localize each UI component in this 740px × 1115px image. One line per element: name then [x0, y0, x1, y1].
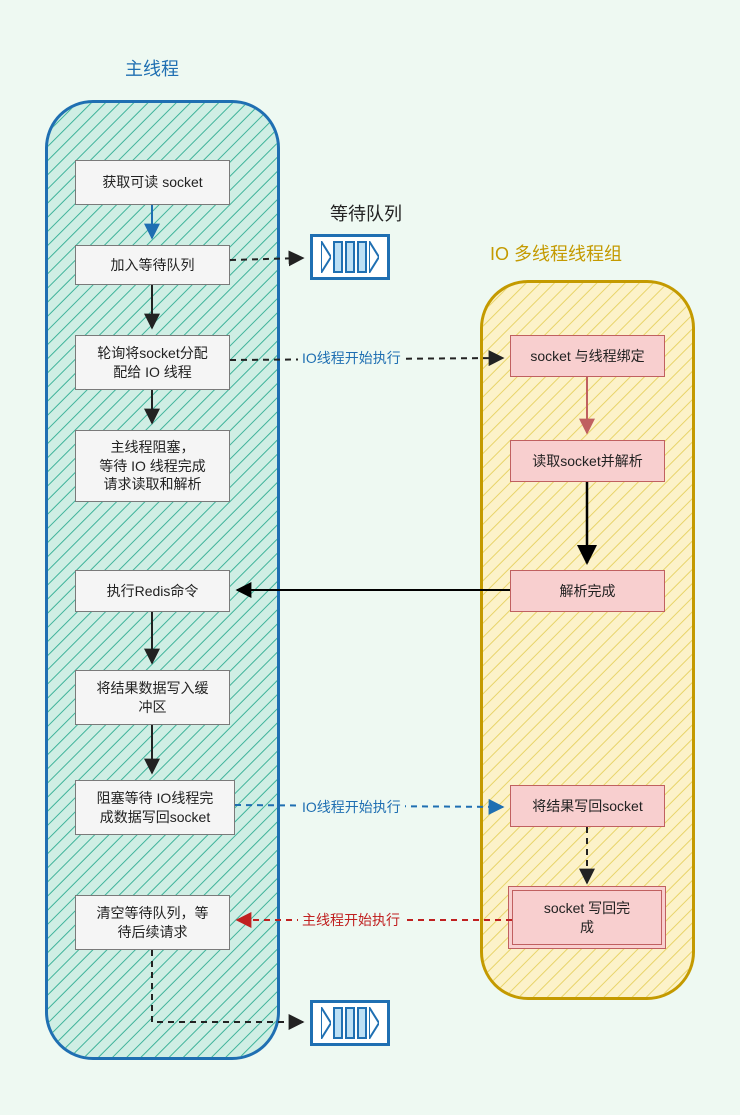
node-parse-done: 解析完成: [510, 570, 665, 612]
node-read-socket-parse: 读取socket并解析: [510, 440, 665, 482]
edge-label: 主线程开始执行: [298, 910, 404, 930]
queue-icon: [310, 234, 390, 280]
node-exec-redis-cmd: 执行Redis命令: [75, 570, 230, 612]
node-get-readable-socket: 获取可读 socket: [75, 160, 230, 205]
node-enqueue: 加入等待队列: [75, 245, 230, 285]
queue-icon: [310, 1000, 390, 1046]
edge-label: IO线程开始执行: [298, 797, 405, 817]
node-main-block-wait-read: 主线程阻塞，等待 IO 线程完成请求读取和解析: [75, 430, 230, 502]
node-socket-write-done: socket 写回完成: [512, 890, 662, 945]
edge-label: IO线程开始执行: [298, 348, 405, 368]
node-poll-assign-io: 轮询将socket分配配给 IO 线程: [75, 335, 230, 390]
wait-queue-title: 等待队列: [330, 200, 402, 226]
io-group-title: IO 多线程线程组: [490, 240, 622, 266]
node-write-result-socket: 将结果写回socket: [510, 785, 665, 827]
main-thread-title: 主线程: [125, 55, 179, 81]
node-socket-bind-thread: socket 与线程绑定: [510, 335, 665, 377]
node-block-wait-writeback: 阻塞等待 IO线程完成数据写回socket: [75, 780, 235, 835]
node-write-result-buf: 将结果数据写入缓冲区: [75, 670, 230, 725]
node-clear-queue: 清空等待队列，等待后续请求: [75, 895, 230, 950]
